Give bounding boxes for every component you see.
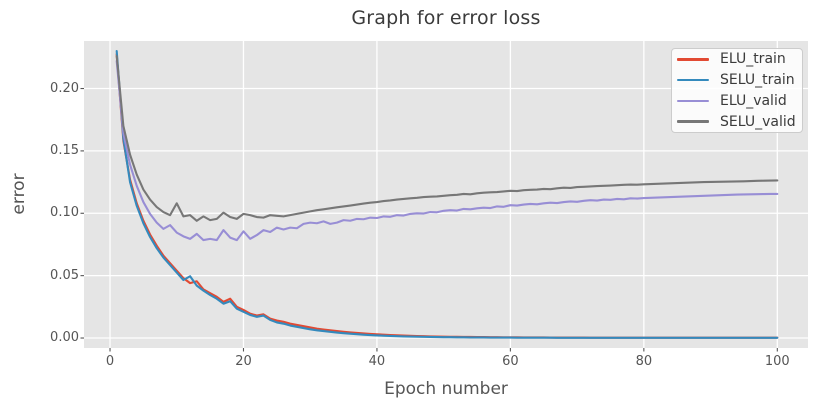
series-line-selu_valid <box>115 55 779 222</box>
x-tick-label: 40 <box>368 354 386 369</box>
legend-item-label: SELU_valid <box>720 113 796 130</box>
legend-item: ELU_train <box>672 49 802 70</box>
legend-line-elu-valid <box>677 99 709 103</box>
legend-item-label: SELU_train <box>720 72 795 89</box>
x-tick-label: 20 <box>235 354 252 369</box>
x-axis-label: Epoch number <box>384 379 508 399</box>
y-tick-label: 0.00 <box>50 330 79 346</box>
legend-line-elu-train <box>677 58 709 61</box>
legend: ELU_train SELU_train ELU_valid SELU_vali… <box>671 48 803 133</box>
legend-item: ELU_valid <box>672 91 802 112</box>
legend-item-label: ELU_valid <box>720 92 787 109</box>
legend-line-selu-train <box>677 78 709 82</box>
y-tick-label: 0.15 <box>50 142 79 158</box>
y-tick-label: 0.05 <box>50 267 79 283</box>
series-line-elu_valid <box>115 60 779 242</box>
chart-title: Graph for error loss <box>351 7 541 29</box>
legend-item-label: ELU_train <box>720 51 786 68</box>
legend-line-selu-valid <box>677 120 709 123</box>
x-tick-label: 0 <box>105 354 115 369</box>
series-line-selu_train <box>115 50 779 339</box>
x-tick-label: 60 <box>502 354 519 369</box>
y-tick-label: 0.10 <box>50 205 79 221</box>
legend-item: SELU_valid <box>672 111 802 132</box>
legend-item: SELU_train <box>672 70 802 91</box>
y-tick-label: 0.20 <box>50 80 79 96</box>
x-tick-label: 80 <box>635 354 653 369</box>
x-tick-label: 100 <box>764 354 790 369</box>
